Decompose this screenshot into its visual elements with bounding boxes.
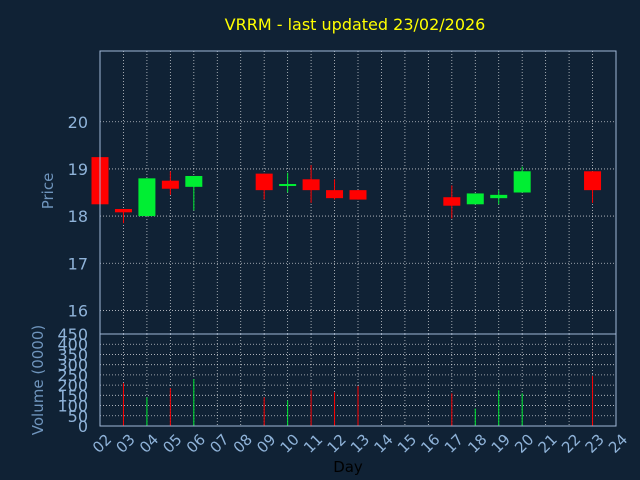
candle-day-18: [466, 193, 484, 205]
x-tick-03: 03: [112, 431, 138, 457]
candle-day-11: [302, 165, 320, 203]
candle-day-12: [326, 179, 344, 200]
price-tick-16: 16: [68, 301, 88, 320]
candle-day-13: [349, 190, 367, 200]
volume-tick-200: 200: [57, 376, 88, 395]
volume-panel-frame: [99, 333, 617, 427]
candle-body-5: [161, 180, 179, 189]
x-tick-12: 12: [324, 431, 350, 457]
volume-tick-450: 450: [57, 325, 88, 344]
x-tick-16: 16: [417, 431, 443, 457]
candle-day-3: [114, 209, 132, 224]
candle-body-18: [466, 193, 484, 205]
candle-day-20: [513, 166, 531, 193]
x-tick-05: 05: [159, 431, 185, 457]
volume-tick-350: 350: [57, 345, 88, 364]
candle-body-13: [349, 190, 367, 200]
x-tick-02: 02: [89, 431, 115, 457]
x-tick-08: 08: [230, 431, 256, 457]
x-tick-14: 14: [370, 431, 396, 457]
candle-body-12: [326, 190, 344, 199]
volume-tick-400: 400: [57, 335, 88, 354]
x-tick-21: 21: [535, 431, 561, 457]
x-tick-labels: 0203040506070809101112131415161718192021…: [89, 431, 631, 457]
volume-tick-250: 250: [57, 366, 88, 385]
volume-tick-300: 300: [57, 356, 88, 375]
chart-title: VRRM - last updated 23/02/2026: [225, 15, 486, 34]
x-tick-22: 22: [558, 431, 584, 457]
volume-tick-150: 150: [57, 386, 88, 405]
x-tick-07: 07: [206, 431, 232, 457]
x-tick-18: 18: [464, 431, 490, 457]
volume-axis-label: Volume (0000): [29, 325, 47, 435]
x-tick-10: 10: [277, 431, 303, 457]
candle-day-4: [138, 178, 156, 217]
candle-body-23: [584, 171, 602, 191]
x-tick-15: 15: [394, 431, 420, 457]
price-tick-19: 19: [68, 160, 88, 179]
candle-body-3: [114, 209, 132, 213]
volume-tick-0: 0: [78, 417, 88, 436]
candle-day-9: [255, 173, 273, 200]
x-tick-11: 11: [300, 431, 326, 457]
price-panel: 16 17 18 19 20: [68, 50, 617, 335]
x-tick-19: 19: [488, 431, 514, 457]
candle-day-6: [185, 175, 203, 211]
price-tick-18: 18: [68, 207, 88, 226]
x-tick-04: 04: [136, 431, 162, 457]
volume-tick-50: 50: [68, 407, 88, 426]
price-tick-17: 17: [68, 254, 88, 273]
candle-body-6: [185, 175, 203, 187]
x-tick-24: 24: [605, 431, 631, 457]
price-axis-label: Price: [39, 173, 57, 210]
candle-day-19: [490, 190, 508, 205]
price-tick-20: 20: [68, 113, 88, 132]
volume-tick-100: 100: [57, 397, 88, 416]
candle-day-10: [279, 172, 297, 193]
x-tick-06: 06: [183, 431, 209, 457]
candle-body-11: [302, 179, 320, 191]
candle-body-9: [255, 173, 273, 191]
candle-body-20: [513, 171, 531, 193]
x-tick-23: 23: [582, 431, 608, 457]
candle-body-17: [443, 197, 461, 206]
x-axis-label: Day: [333, 458, 363, 476]
candle-body-19: [490, 194, 508, 199]
candle-body-10: [279, 184, 297, 187]
x-tick-20: 20: [511, 431, 537, 457]
x-tick-09: 09: [253, 431, 279, 457]
candle-day-5: [161, 171, 179, 195]
x-tick-13: 13: [347, 431, 373, 457]
x-tick-17: 17: [441, 431, 467, 457]
candle-day-23: [584, 171, 602, 203]
candle-body-4: [138, 178, 156, 217]
candle-day-17: [443, 185, 461, 219]
